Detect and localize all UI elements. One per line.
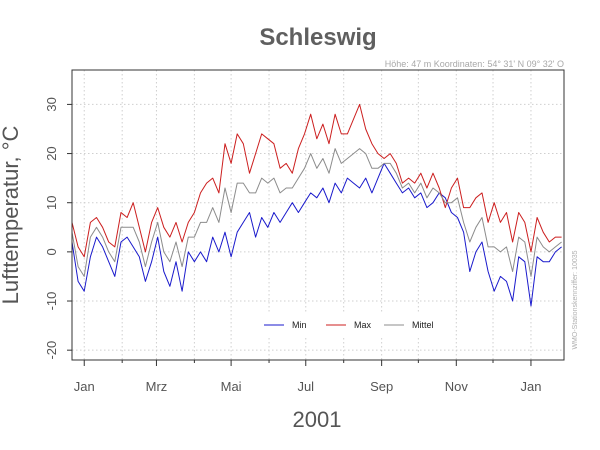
- x-tick-label: Jan: [74, 379, 95, 394]
- x-tick-label: Mrz: [146, 379, 168, 394]
- station-id-note: WMO-Stationskennziffer: 10035: [572, 250, 579, 349]
- axes: -20 -10 0 10 20 30 Jan Mrz Mai Jul Sep Nov Jan: [44, 97, 541, 394]
- y-tick-label: 10: [44, 195, 59, 209]
- y-tick-label: -10: [44, 292, 59, 311]
- series-line-max: [71, 103, 562, 258]
- x-tick-label: Nov: [445, 379, 469, 394]
- x-axis-label: 2001: [293, 407, 342, 432]
- series-line-mittel: [71, 148, 562, 277]
- plot-frame: [71, 69, 565, 361]
- legend-label-max: Max: [354, 320, 372, 330]
- legend: Min Max Mittel: [258, 313, 448, 337]
- legend-box: [258, 313, 448, 337]
- y-axis-label: Lufttemperatur, °C: [0, 126, 23, 305]
- x-tick-label: Mai: [221, 379, 242, 394]
- y-tick-label: 30: [44, 97, 59, 111]
- x-tick-label: Jul: [297, 379, 314, 394]
- x-tick-label: Sep: [370, 379, 393, 394]
- y-tick-label: 20: [44, 146, 59, 160]
- grid: [72, 70, 564, 360]
- x-tick-label: Jan: [520, 379, 541, 394]
- y-tick-label: 0: [44, 248, 59, 255]
- chart-title: Schleswig: [259, 24, 376, 51]
- legend-label-min: Min: [292, 320, 307, 330]
- y-tick-label: -20: [44, 341, 59, 360]
- series-lines: [71, 103, 562, 307]
- series-line-min: [71, 162, 562, 307]
- legend-label-mittel: Mittel: [412, 320, 434, 330]
- station-info: Höhe: 47 m Koordinaten: 54° 31' N 09° 32…: [385, 59, 564, 69]
